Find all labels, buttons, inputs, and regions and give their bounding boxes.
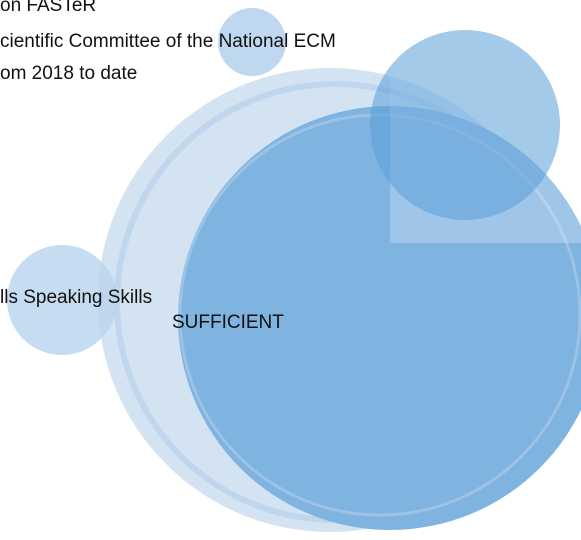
skill-level: SUFFICIENT bbox=[172, 312, 284, 333]
top-right-circle bbox=[370, 30, 560, 220]
small-circle bbox=[218, 8, 286, 76]
cv-line: cientific Committee of the National ECM bbox=[0, 31, 336, 52]
cv-line: om 2018 to date bbox=[0, 63, 138, 84]
left-circle bbox=[7, 245, 117, 355]
cv-line: on FASTeR bbox=[0, 0, 97, 16]
skill-label: lls Speaking Skills bbox=[0, 287, 153, 308]
